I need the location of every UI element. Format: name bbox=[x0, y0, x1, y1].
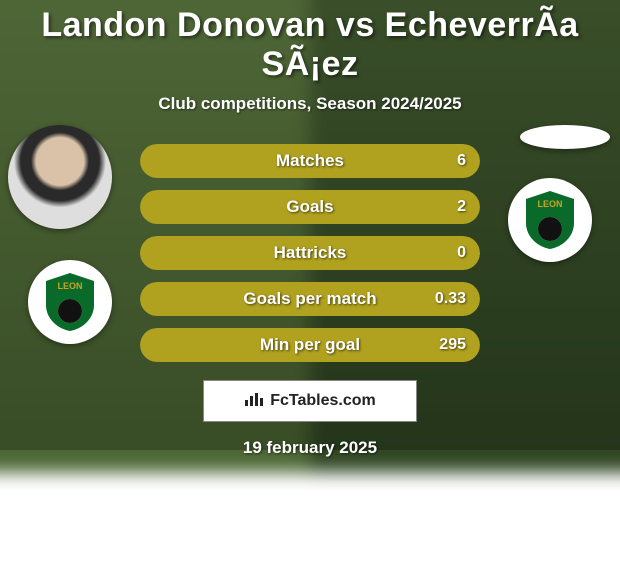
stat-value: 0.33 bbox=[435, 290, 466, 308]
stat-row: Hattricks0 bbox=[140, 236, 480, 270]
stat-label: Goals per match bbox=[140, 289, 480, 309]
svg-text:LEON: LEON bbox=[537, 199, 562, 209]
stat-row: Goals2 bbox=[140, 190, 480, 224]
leon-badge-icon: LEON bbox=[522, 189, 578, 251]
stat-label: Min per goal bbox=[140, 335, 480, 355]
player1-club-badge: LEON bbox=[28, 260, 112, 344]
page-title: Landon Donovan vs EcheverrÃ­a SÃ¡ez bbox=[0, 6, 620, 84]
stat-value: 2 bbox=[457, 198, 466, 216]
stat-row: Matches6 bbox=[140, 144, 480, 178]
player2-club-badge: LEON bbox=[508, 178, 592, 262]
comparison-card: Landon Donovan vs EcheverrÃ­a SÃ¡ez Club… bbox=[0, 0, 620, 450]
stat-value: 6 bbox=[457, 152, 466, 170]
stat-label: Matches bbox=[140, 151, 480, 171]
date-label: 19 february 2025 bbox=[0, 438, 620, 458]
source-badge[interactable]: FcTables.com bbox=[203, 380, 417, 422]
player1-avatar bbox=[8, 125, 112, 229]
player2-avatar bbox=[520, 125, 610, 149]
chart-icon bbox=[244, 391, 264, 412]
stat-row: Goals per match0.33 bbox=[140, 282, 480, 316]
stat-label: Hattricks bbox=[140, 243, 480, 263]
stat-label: Goals bbox=[140, 197, 480, 217]
leon-badge-icon: LEON bbox=[42, 271, 98, 333]
subtitle: Club competitions, Season 2024/2025 bbox=[0, 94, 620, 114]
source-badge-text: FcTables.com bbox=[270, 392, 376, 410]
stat-value: 295 bbox=[439, 336, 466, 354]
stats-list: Matches6Goals2Hattricks0Goals per match0… bbox=[140, 144, 480, 362]
stat-value: 0 bbox=[457, 244, 466, 262]
svg-text:LEON: LEON bbox=[57, 281, 82, 291]
stat-row: Min per goal295 bbox=[140, 328, 480, 362]
